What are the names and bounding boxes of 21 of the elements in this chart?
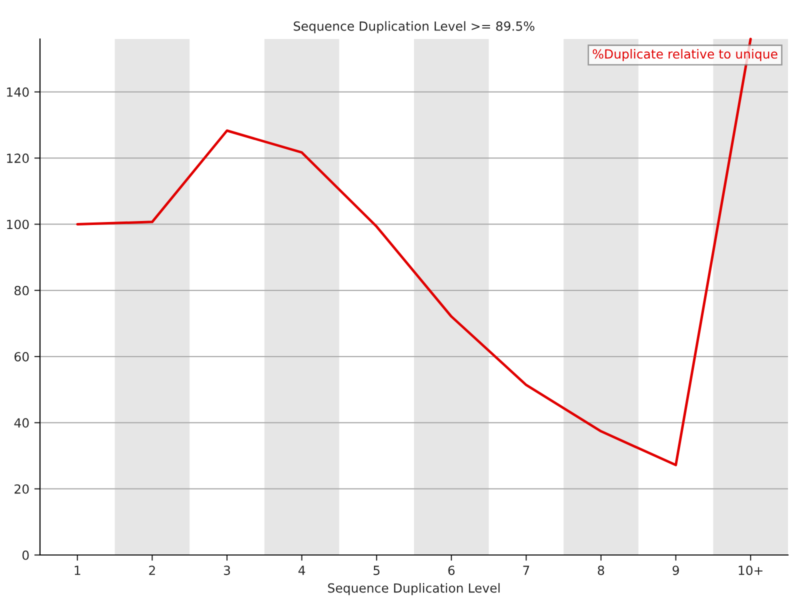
x-tick-label: 4: [298, 566, 306, 575]
y-tick-label: 40: [14, 418, 29, 428]
x-tick-label: 8: [598, 566, 604, 576]
y-tick-label: 20: [14, 484, 29, 494]
y-tick-label: 0: [22, 550, 29, 560]
x-tick-label: 2: [149, 566, 155, 575]
x-axis-title: Sequence Duplication Level: [328, 583, 500, 596]
y-tick-label: 120: [7, 154, 29, 164]
x-tick-label: 5: [374, 566, 380, 576]
y-tick-label: 80: [14, 286, 29, 296]
x-tick-label: 6: [448, 566, 455, 576]
x-tick-label: 1: [74, 566, 80, 575]
chart-title: Sequence Duplication Level >= 89.5%: [294, 21, 534, 34]
text: %Duplicate relative to unique: [592, 49, 778, 62]
x-tick-label: 9: [672, 566, 679, 576]
x-tick-label: 3: [224, 566, 230, 576]
x-tick-label: 7: [523, 566, 530, 575]
y-tick-label: 140: [7, 87, 29, 97]
x-tick-label: 10+: [738, 566, 762, 576]
y-tick-label: 100: [7, 220, 29, 230]
y-tick-label: 60: [14, 352, 29, 362]
